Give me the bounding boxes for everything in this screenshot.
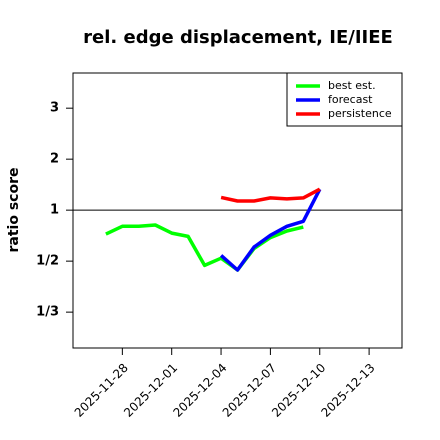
y-tick-label: 1: [50, 203, 59, 218]
line-series: [219, 188, 322, 272]
line-series: [105, 223, 304, 272]
chart-title: rel. edge displacement, IE/IIEE: [83, 27, 393, 48]
legend-label: forecast: [328, 93, 373, 106]
y-tick-label: 1/3: [36, 305, 59, 320]
legend-label: best est.: [328, 79, 376, 92]
line-series: [220, 187, 321, 203]
y-axis-label: ratio score: [6, 168, 22, 253]
y-tick-label: 3: [50, 101, 59, 116]
x-tick-label: 2025-12-13: [318, 361, 377, 420]
y-tick-label: 2: [50, 152, 59, 167]
legend-label: persistence: [328, 107, 392, 120]
y-tick-label: 1/2: [36, 254, 59, 269]
